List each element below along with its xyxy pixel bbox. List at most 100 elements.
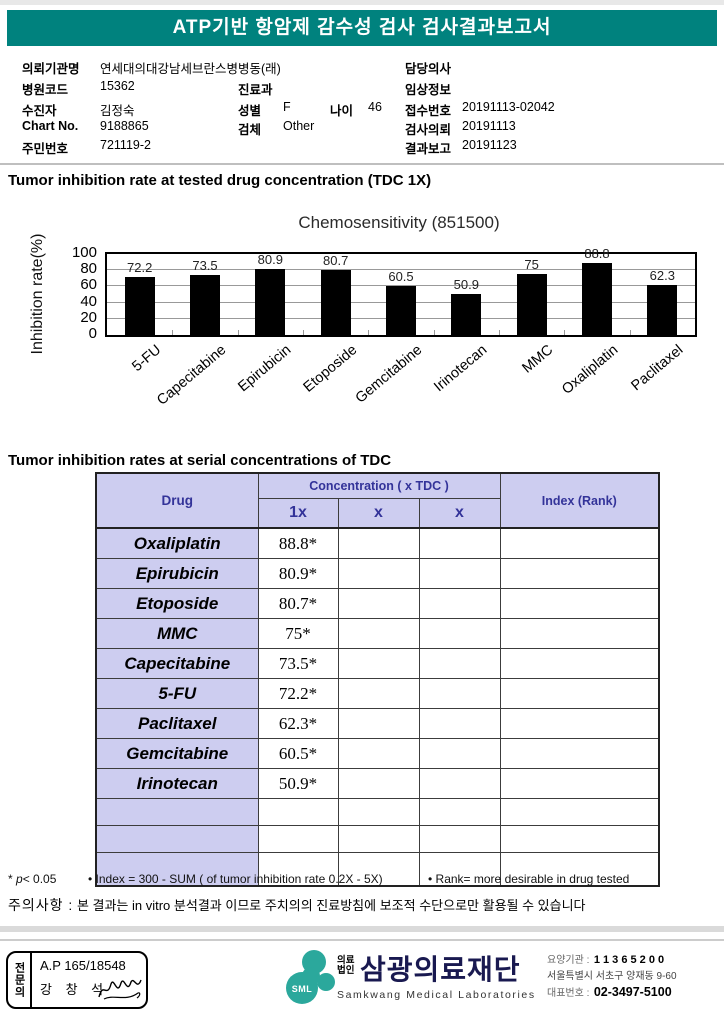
value-1x: 80.9* (257, 558, 339, 589)
care-org-label: 요양기관 : (547, 955, 590, 966)
empty-value-cell (499, 825, 660, 853)
bar-Irinotecan (451, 293, 482, 335)
info-value-2-col3: 20191113-02042 (462, 100, 555, 114)
tdc-table-wrap: Drug Concentration ( x TDC ) Index (Rank) 1… (95, 472, 661, 887)
note-rank-definition: • Rank= more desirable in drug tested (428, 872, 630, 886)
doctor-license: A.P 165/18548 (40, 958, 126, 973)
x-label-Gemcitabine: Gemcitabine (352, 342, 426, 407)
y-tick-0: 0 (88, 325, 97, 342)
y-tick-40: 40 (80, 292, 97, 310)
value-x1 (337, 588, 420, 619)
empty-drug-cell (95, 852, 259, 887)
y-tick-60: 60 (80, 276, 97, 294)
patient-info-section: 의뢰기관명 연세대의대강남세브란스병병동(래) 병원코드 15362 수진자 김정숙 Cha… (0, 54, 724, 156)
x-label-Etoposide: Etoposide (300, 342, 360, 396)
value-1x: 50.9* (257, 768, 339, 799)
x-label-Irinotecan: Irinotecan (431, 342, 491, 396)
doctor-stamp-box: 전문의 A.P 165/18548 강 창 석 (6, 951, 148, 1009)
note-index-definition: • Index = 300 - SUM ( of tumor inhibitio… (88, 872, 383, 886)
x-axis-tick (499, 330, 500, 335)
info-label-0-col2: 진료과 (238, 83, 273, 97)
caution-label: 주의사항 : (8, 897, 74, 913)
table-row-MMC: MMC 75* (95, 618, 660, 649)
x-axis-tick (303, 330, 304, 335)
drug-name: Capecitabine (95, 648, 259, 679)
table-row-Irinotecan: Irinotecan 50.9* (95, 768, 660, 799)
col-subheader-x2: x (418, 498, 501, 529)
empty-value-cell (337, 825, 420, 853)
col-header-index-rank: Index (Rank) (499, 472, 660, 529)
table-empty-row (95, 798, 660, 826)
value-x2 (418, 618, 501, 649)
empty-value-cell (499, 852, 660, 887)
value-1x: 73.5* (257, 648, 339, 679)
empty-value-cell (257, 798, 339, 826)
divider-top (0, 163, 724, 165)
info-value-3-col3: 20191113 (462, 119, 516, 133)
value-index (499, 618, 660, 649)
x-axis-tick (237, 330, 239, 335)
sml-logo-icon: SML (286, 950, 335, 1004)
table-row-Etoposide: Etoposide 80.7* (95, 588, 660, 619)
table-empty-row (95, 852, 660, 887)
gridline-60 (107, 285, 695, 287)
drug-name: 5-FU (95, 678, 259, 709)
note-star: * (8, 872, 17, 886)
top-strip (0, 0, 724, 5)
doctor-signature-icon (98, 979, 142, 1000)
doctor-name: 강 창 석 (40, 982, 109, 997)
report-title: ATP기반 항암제 감수성 검사 검사결과보고서 (172, 17, 552, 38)
info-value-1-col1: 15362 (100, 79, 135, 93)
info-value2-1-col2: 46 (368, 100, 382, 114)
x-axis-tick (629, 330, 631, 335)
table-row-Epirubicin: Epirubicin 80.9* (95, 558, 660, 589)
value-x1 (337, 678, 420, 709)
stamp-vertical-label: 전문의 (8, 953, 32, 1007)
bar-Paclitaxel (647, 284, 678, 335)
info-label-0-col1: 의뢰기관명 (22, 62, 80, 76)
drug-name: Etoposide (95, 588, 259, 619)
value-x1 (337, 558, 420, 589)
chart-y-axis-title: Inhibition rate(%) (29, 233, 46, 355)
note-significance: * p< 0.05 (8, 872, 56, 886)
y-tick-20: 20 (80, 308, 97, 326)
info-label2-1-col2: 나이 (330, 104, 354, 118)
x-axis-tick (433, 330, 435, 335)
caution-text: 본 결과는 in vitro 분석결과 이므로 주치의의 진료방침에 보조적 수… (76, 898, 586, 913)
value-1x: 75* (257, 618, 339, 649)
drug-name: Oxaliplatin (95, 527, 259, 559)
col-subheader-x1: x (337, 498, 420, 529)
value-x2 (418, 558, 501, 589)
table-row-5-FU: 5-FU 72.2* (95, 678, 660, 709)
x-label-Capecitabine: Capecitabine (154, 342, 230, 409)
value-index (499, 558, 660, 589)
bar-Epirubicin (255, 269, 286, 335)
x-label-Oxaliplatin: Oxaliplatin (559, 342, 622, 398)
info-value-2-col2: Other (283, 119, 315, 133)
value-x1 (337, 708, 420, 739)
bar-value-Capecitabine: 73.5 (192, 258, 218, 274)
chart-plot-area: 72.2 73.5 80.9 80.7 60.5 50.9 75 88.8 62.3 (105, 246, 697, 337)
lab-logo-group: SML 의료법인 삼광의료재단 Samkwang Medical Laborat… (284, 946, 544, 1008)
lab-org-type: 의료법인 (337, 955, 355, 976)
table-row-Paclitaxel: Paclitaxel 62.3* (95, 708, 660, 739)
bar-value-Etoposide: 80.7 (323, 252, 349, 268)
col-header-drug: Drug (95, 472, 259, 529)
value-x2 (418, 678, 501, 709)
x-axis-tick (172, 330, 174, 335)
bar-MMC (516, 274, 547, 335)
empty-value-cell (337, 852, 420, 887)
info-label-2-col2: 검체 (238, 123, 262, 137)
value-x1 (337, 527, 420, 559)
empty-value-cell (418, 825, 501, 853)
info-label-3-col3: 검사의뢰 (405, 123, 452, 137)
empty-value-cell (418, 852, 501, 887)
value-x2 (418, 738, 501, 769)
info-label-2-col1: 수진자 (22, 104, 57, 118)
table-row-Gemcitabine: Gemcitabine 60.5* (95, 738, 660, 769)
empty-value-cell (257, 852, 339, 887)
stamp-content: A.P 165/18548 강 창 석 (32, 953, 146, 1007)
info-value-4-col3: 20191123 (462, 138, 517, 152)
lab-address: 서울특별시 서초구 양재동 9-60 (547, 971, 677, 982)
